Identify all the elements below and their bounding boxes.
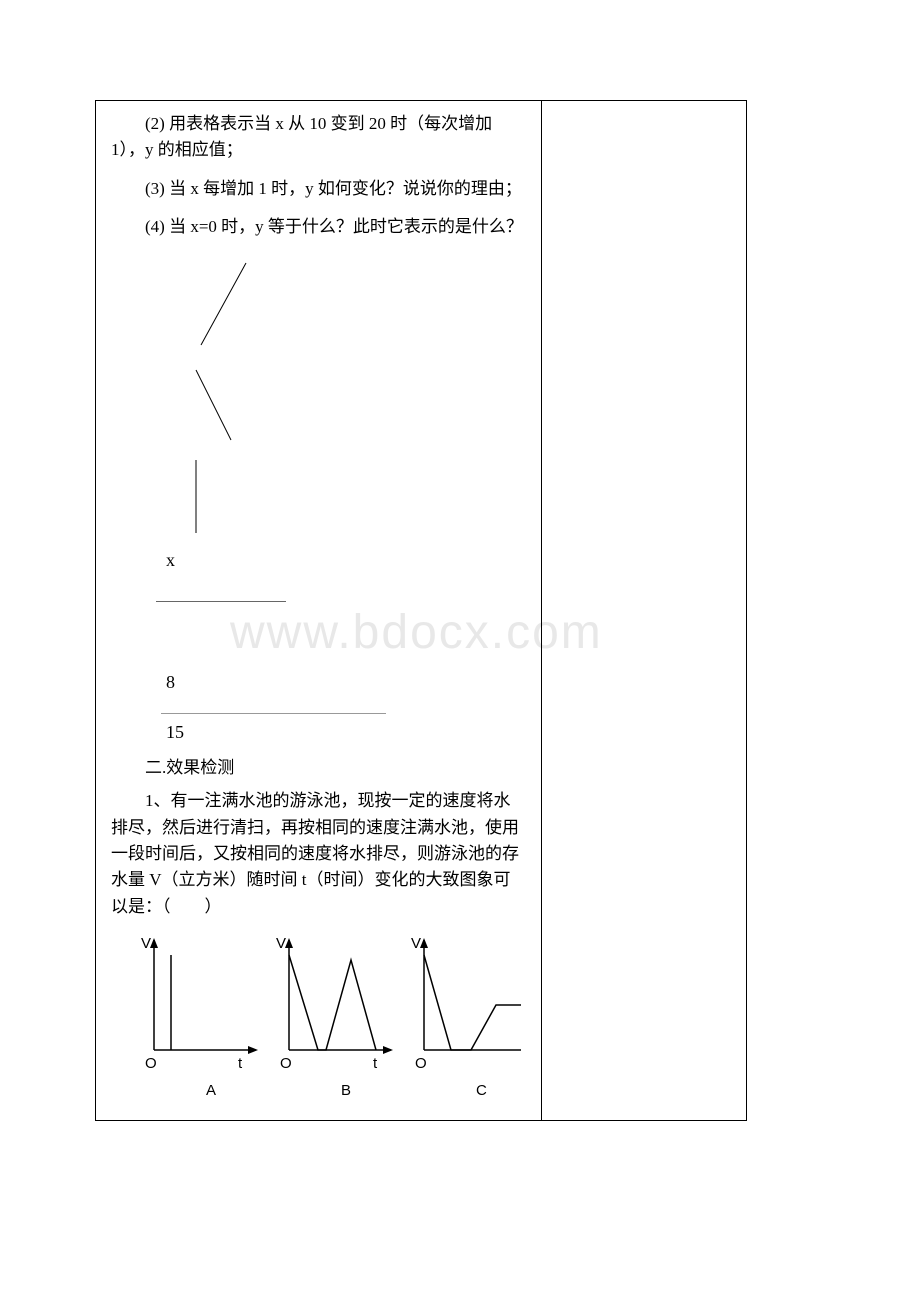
question-4: (4) 当 x=0 时，y 等于什么？此时它表示的是什么？ [111, 214, 526, 240]
chart-c-y-arrow [420, 938, 428, 948]
chart-a: V O t A [141, 935, 258, 1099]
diagram-line-1 [201, 263, 246, 345]
chart-b-y-arrow [285, 938, 293, 948]
label-15: 15 [166, 722, 526, 743]
horizontal-line-1 [156, 601, 286, 602]
chart-b-data-line [289, 955, 376, 1050]
diagram-svg [136, 255, 286, 535]
chart-b-t-label: t [373, 1055, 378, 1072]
chart-b-o-label: O [280, 1055, 292, 1072]
content-cell: (2) 用表格表示当 x 从 10 变到 20 时（每次增加 1），y 的相应值… [96, 101, 542, 1121]
chart-a-o-label: O [145, 1055, 157, 1072]
question-2: (2) 用表格表示当 x 从 10 变到 20 时（每次增加 1），y 的相应值… [111, 111, 526, 164]
line-diagram [136, 255, 526, 535]
chart-c-o-label: O [415, 1055, 427, 1072]
chart-a-t-label: t [238, 1055, 243, 1072]
label-8: 8 [166, 672, 526, 693]
question-1-text: 1、有一注满水池的游泳池，现按一定的速度将水排尽，然后进行清扫，再按相同的速度注… [111, 788, 526, 920]
chart-a-y-arrow [150, 938, 158, 948]
chart-c-data-line [424, 955, 521, 1050]
empty-right-cell [542, 101, 747, 1121]
chart-c-option-label: C [476, 1082, 487, 1099]
chart-b-v-label: V [276, 935, 286, 952]
chart-c: V O C [411, 935, 521, 1099]
horizontal-line-2 [161, 713, 386, 714]
chart-a-v-label: V [141, 935, 151, 952]
question-3: (3) 当 x 每增加 1 时，y 如何变化？说说你的理由； [111, 176, 526, 202]
chart-a-x-arrow [248, 1046, 258, 1054]
label-x: x [166, 550, 526, 571]
diagram-line-2 [196, 370, 231, 440]
charts-svg: V O t A V [126, 930, 526, 1110]
charts-container: V O t A V [126, 930, 526, 1110]
page-container: (2) 用表格表示当 x 从 10 变到 20 时（每次增加 1），y 的相应值… [0, 0, 920, 1171]
main-table: (2) 用表格表示当 x 从 10 变到 20 时（每次增加 1），y 的相应值… [95, 100, 747, 1121]
chart-c-v-label: V [411, 935, 421, 952]
chart-b: V O t B [276, 935, 393, 1099]
chart-a-option-label: A [206, 1082, 216, 1099]
chart-b-x-arrow [383, 1046, 393, 1054]
section-title: 二.效果检测 [111, 753, 526, 778]
chart-b-option-label: B [341, 1082, 351, 1099]
